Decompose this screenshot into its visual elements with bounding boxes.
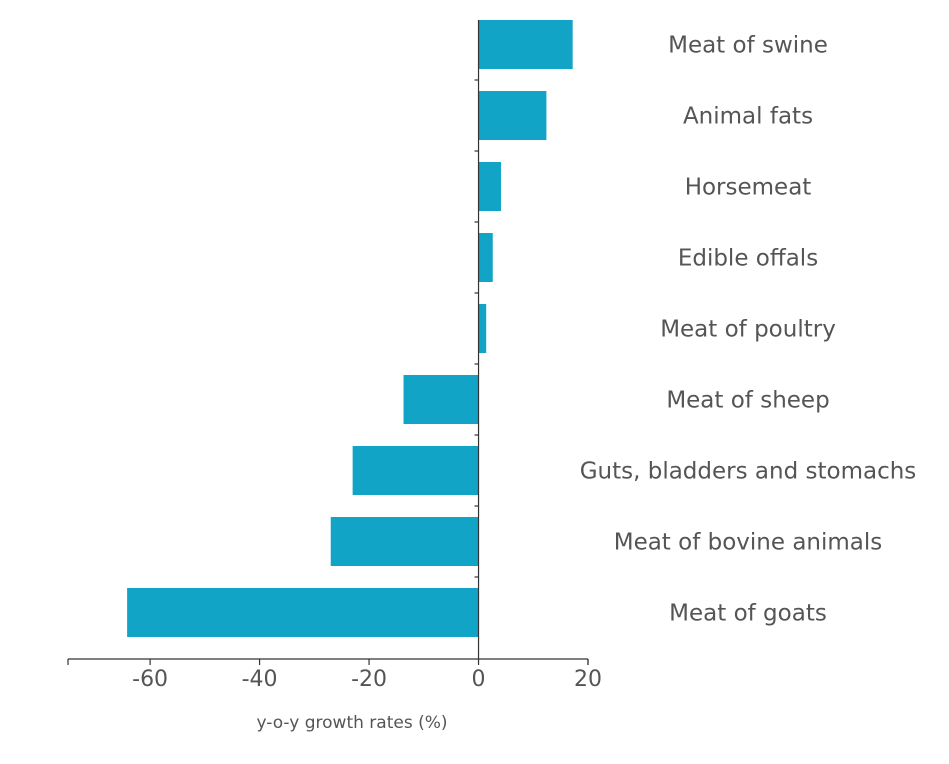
x-tick-label: -20 bbox=[351, 667, 387, 692]
bar-meat-of-goats bbox=[127, 588, 479, 637]
category-label: Meat of goats bbox=[669, 601, 827, 627]
bar-guts-bladders-and-stomachs bbox=[352, 446, 479, 495]
category-label: Edible offals bbox=[678, 246, 818, 272]
x-tick-label: 20 bbox=[574, 667, 602, 692]
x-tick-label: -40 bbox=[242, 667, 278, 692]
bar-edible-offals bbox=[478, 233, 493, 282]
category-labels: Meat of swine Animal fats Horsemeat Edible … bbox=[580, 33, 917, 627]
bar-horsemeat bbox=[478, 162, 501, 211]
x-axis-title: y-o-y growth rates (%) bbox=[257, 713, 448, 733]
category-label: Meat of sheep bbox=[666, 388, 829, 414]
bar-meat-of-poultry bbox=[478, 304, 487, 353]
bar-meat-of-swine bbox=[478, 20, 573, 69]
category-label: Horsemeat bbox=[685, 175, 812, 201]
x-axis-ticks: -60 -40 -20 0 20 bbox=[67, 659, 602, 692]
category-label: Guts, bladders and stomachs bbox=[580, 459, 917, 485]
category-label: Meat of poultry bbox=[660, 317, 836, 343]
x-tick-label: 0 bbox=[472, 667, 486, 692]
bar-animal-fats bbox=[478, 91, 547, 140]
x-tick-label: -60 bbox=[132, 667, 168, 692]
category-label: Meat of bovine animals bbox=[614, 530, 883, 556]
category-label: Animal fats bbox=[683, 104, 813, 130]
bar-meat-of-bovine-animals bbox=[330, 517, 479, 566]
category-label: Meat of swine bbox=[668, 33, 828, 59]
bar-meat-of-sheep bbox=[403, 375, 479, 424]
category-ticks bbox=[474, 79, 479, 578]
bars-layer bbox=[127, 20, 573, 637]
